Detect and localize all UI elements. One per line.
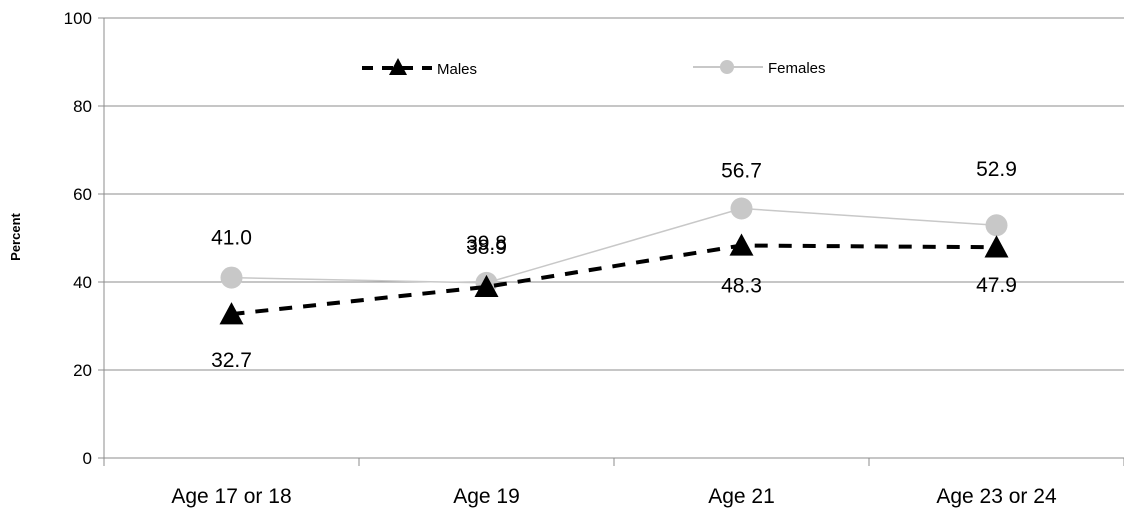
data-label: 47.9 (976, 274, 1017, 297)
y-axis-title: Percent (8, 212, 23, 260)
x-tick-label: Age 17 or 18 (171, 485, 291, 508)
female-point (986, 214, 1008, 236)
legend-circle-icon (720, 60, 734, 74)
female-point (221, 267, 243, 289)
y-tick-label: 20 (73, 361, 92, 380)
data-label: 56.7 (721, 160, 762, 183)
data-label: 32.7 (211, 349, 252, 372)
y-tick-label: 80 (73, 97, 92, 116)
females-series (221, 198, 1008, 294)
series-layer (220, 198, 1009, 325)
legend: Males Females (362, 58, 826, 78)
data-label: 48.3 (721, 274, 762, 297)
male-point (985, 235, 1009, 257)
data-label: 41.0 (211, 227, 252, 250)
legend-item-males: Males (362, 58, 477, 78)
x-tick-labels: Age 17 or 18 Age 19 Age 21 Age 23 or 24 (171, 485, 1057, 508)
y-tick-label: 0 (83, 449, 92, 468)
female-point (731, 198, 753, 220)
y-tick-label: 40 (73, 273, 92, 292)
x-tick-label: Age 21 (708, 485, 775, 508)
data-label: 52.9 (976, 158, 1017, 181)
legend-item-females: Females (693, 60, 826, 77)
y-tick-label: 100 (64, 9, 92, 28)
x-tick-label: Age 19 (453, 485, 520, 508)
gridlines (104, 18, 1124, 370)
male-point (730, 233, 754, 255)
y-tick-labels: 0 20 40 60 80 100 (64, 9, 92, 468)
x-tick-label: Age 23 or 24 (936, 485, 1057, 508)
data-label: 38.9 (466, 236, 507, 259)
y-tick-label: 60 (73, 185, 92, 204)
legend-label: Males (437, 61, 477, 78)
males-series (220, 233, 1009, 324)
legend-label: Females (768, 60, 826, 77)
